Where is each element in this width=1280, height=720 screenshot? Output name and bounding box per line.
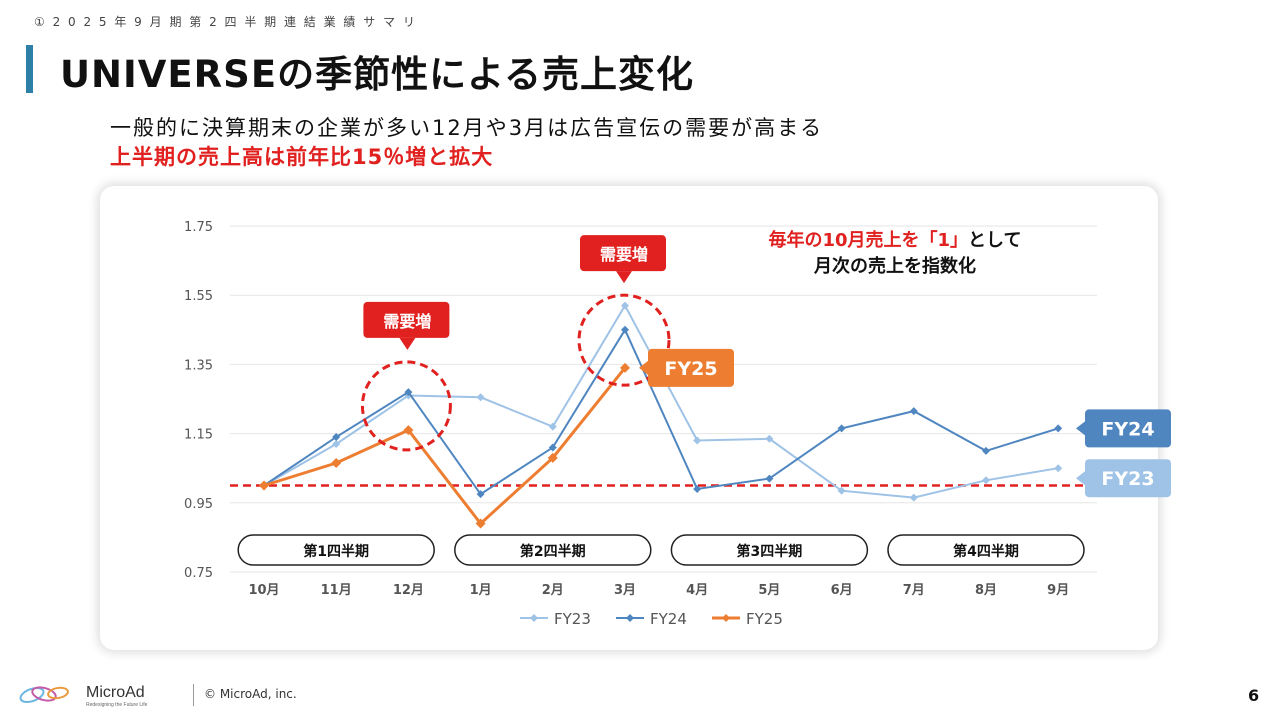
- x-tick-label: 10月: [248, 583, 279, 598]
- data-point-fy24: [548, 443, 557, 452]
- data-point-fy25: [259, 480, 269, 491]
- y-tick-label: 1.35: [184, 358, 213, 373]
- index-note-line2: 月次の売上を指数化: [813, 255, 976, 277]
- x-tick-label: 1月: [470, 583, 492, 598]
- series-tag-fy23: [1085, 459, 1171, 498]
- y-tick-label: 0.95: [184, 497, 213, 512]
- legend-marker: [530, 614, 538, 622]
- x-tick-label: 2月: [542, 583, 564, 598]
- x-tick-label: 5月: [758, 583, 780, 598]
- series-tag-pointer: [1076, 421, 1085, 436]
- logo-tagline: Redesigning the Future Life: [86, 702, 148, 708]
- x-tick-label: 8月: [975, 583, 997, 598]
- quarter-label: 第4四半期: [953, 543, 1019, 560]
- y-tick-label: 0.75: [184, 566, 213, 581]
- highlight-text: 上半期の売上高は前年比15％増と拡大: [110, 145, 494, 169]
- y-tick-label: 1.75: [184, 220, 213, 235]
- data-point-fy23: [476, 393, 485, 402]
- data-point-fy23: [909, 493, 918, 502]
- series-tag-pointer: [639, 360, 648, 375]
- data-point-fy24: [982, 446, 990, 455]
- legend-marker: [626, 614, 634, 622]
- data-point-fy24: [837, 424, 846, 433]
- series-tag-pointer: [1076, 471, 1085, 486]
- legend-label: FY24: [650, 610, 687, 628]
- data-point-fy23: [1054, 464, 1063, 473]
- index-note-line1: 毎年の10月売上を「1」として: [768, 229, 1021, 251]
- data-point-fy24: [476, 490, 485, 499]
- x-tick-label: 12月: [393, 583, 424, 598]
- data-point-fy24: [909, 407, 918, 416]
- series-tag-label: FY23: [1101, 468, 1154, 490]
- data-point-fy23: [332, 439, 341, 448]
- x-tick-label: 3月: [614, 583, 636, 598]
- series-tag-fy24: [1085, 409, 1171, 448]
- title-accent-bar: [26, 45, 33, 93]
- callout-box: [363, 301, 450, 338]
- data-point-fy24: [332, 433, 341, 442]
- data-point-fy23: [548, 422, 557, 431]
- data-point-fy25: [403, 425, 414, 436]
- legend-label: FY25: [746, 610, 783, 628]
- quarter-label: 第1四半期: [303, 543, 369, 560]
- callout-label: 需要増: [600, 245, 648, 264]
- data-point-fy24: [1054, 424, 1063, 433]
- data-point-fy24: [765, 474, 774, 483]
- copyright: © MicroAd, inc.: [204, 687, 297, 701]
- data-point-fy25: [475, 518, 486, 529]
- demand-circle: [577, 293, 671, 387]
- series-line-fy24: [263, 327, 1059, 496]
- legend-label: FY23: [554, 610, 591, 628]
- page-number: 6: [1248, 686, 1260, 705]
- x-tick-label: 6月: [831, 583, 853, 598]
- callout-box: [580, 235, 666, 272]
- callout-label: 需要増: [383, 312, 431, 331]
- data-point-fy23: [982, 476, 990, 485]
- data-point-fy24: [621, 325, 629, 334]
- data-point-fy23: [621, 301, 629, 310]
- series-tag-label: FY24: [1101, 418, 1154, 440]
- page-title: UNIVERSEの季節性による売上変化: [60, 53, 694, 96]
- data-point-fy25: [331, 458, 342, 469]
- series-tag-fy25: [648, 348, 734, 387]
- y-tick-label: 1.15: [184, 428, 213, 443]
- logo-text: MicroAd: [86, 684, 145, 701]
- quarter-pill: [454, 534, 652, 566]
- data-point-fy24: [693, 484, 702, 493]
- x-tick-label: 4月: [686, 583, 708, 598]
- data-point-fy23: [765, 434, 774, 443]
- quarter-label: 第2四半期: [520, 543, 586, 560]
- microad-logo: MicroAd Redesigning the Future Life: [19, 684, 148, 708]
- callout-pointer: [616, 271, 632, 284]
- quarter-label: 第3四半期: [737, 543, 803, 560]
- y-tick-label: 1.55: [184, 289, 213, 304]
- quarter-pill: [887, 534, 1085, 566]
- x-tick-label: 9月: [1047, 583, 1069, 598]
- data-point-fy25: [620, 362, 630, 373]
- x-tick-label: 11月: [321, 583, 352, 598]
- footer-divider: [193, 684, 194, 706]
- data-point-fy24: [404, 388, 413, 397]
- series-line-fy25: [263, 366, 627, 526]
- series-tag-label: FY25: [664, 358, 717, 380]
- data-point-fy23: [693, 436, 702, 445]
- callout-pointer: [399, 337, 416, 350]
- x-tick-label: 7月: [903, 583, 925, 598]
- data-point-fy23: [837, 486, 846, 495]
- legend-marker: [722, 614, 730, 622]
- quarter-pill: [237, 534, 435, 566]
- breadcrumb: ① 2 0 2 5 年 9 月 期 第 2 四 半 期 連 結 業 績 サ マ …: [34, 15, 417, 29]
- quarter-pill: [670, 534, 869, 566]
- subtitle: 一般的に決算期末の企業が多い12月や3月は広告宣伝の需要が高まる: [110, 116, 824, 140]
- demand-circle: [360, 360, 452, 452]
- data-point-fy25: [547, 452, 558, 463]
